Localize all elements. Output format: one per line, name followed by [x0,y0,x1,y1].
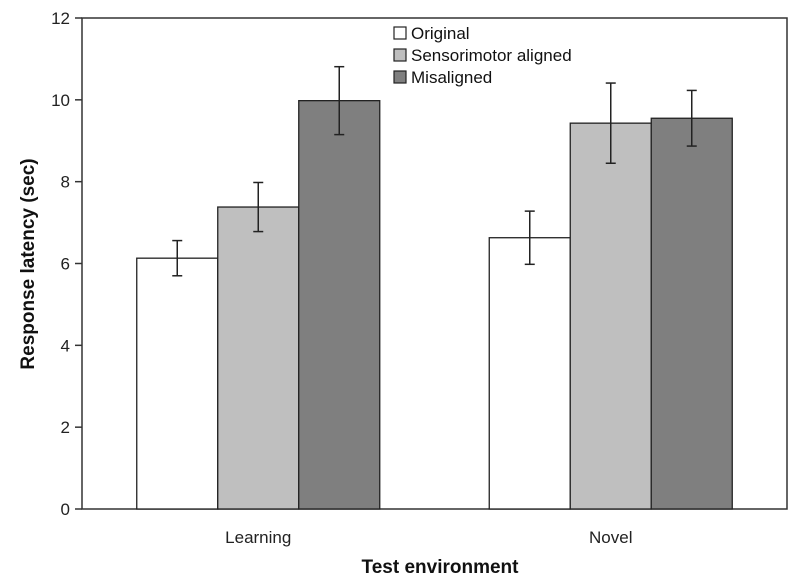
bar [217,206,300,510]
legend-label: Sensorimotor aligned [411,46,572,65]
bars [136,100,733,510]
legend: Original Sensorimotor aligned Misaligned [393,24,572,87]
x-axis: Learning Novel [225,528,632,547]
x-tick-label: Learning [225,528,291,547]
legend-swatch [393,70,407,84]
legend-label: Original [411,24,470,43]
x-axis-title: Test environment [362,557,520,577]
bar [569,122,652,510]
y-tick-label: 6 [61,255,70,274]
bar [136,257,219,510]
legend-swatch [393,48,407,62]
y-tick-label: 8 [61,173,70,192]
bar [488,237,571,510]
y-axis: 0 2 4 6 8 10 12 [51,9,82,519]
y-tick-label: 2 [61,418,70,437]
legend-swatch [393,26,407,40]
y-tick-label: 12 [51,9,70,28]
y-tick-label: 4 [61,336,70,355]
bar [650,117,733,510]
x-tick-label: Novel [589,528,632,547]
bar [298,100,381,510]
y-tick-label: 0 [61,500,70,519]
y-axis-title: Response latency (sec) [18,158,39,369]
error-bars [172,65,697,277]
y-tick-label: 10 [51,91,70,110]
legend-label: Misaligned [411,68,492,87]
